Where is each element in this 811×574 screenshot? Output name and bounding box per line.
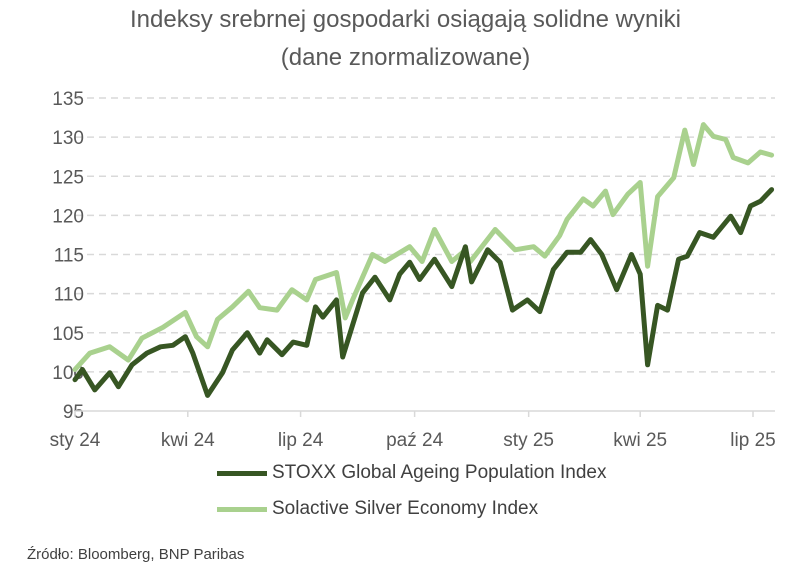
source-note: Źródło: Bloomberg, BNP Paribas xyxy=(27,546,245,563)
chart-title: Indeksy srebrnej gospodarki osiągają sol… xyxy=(130,6,681,33)
x-tick-label: sty 24 xyxy=(50,430,101,451)
y-tick-label: 115 xyxy=(54,246,84,267)
x-tick-label: kwi 25 xyxy=(613,430,667,451)
x-tick-label: lip 24 xyxy=(278,430,324,451)
legend-label-stoxx: STOXX Global Ageing Population Index xyxy=(272,462,607,483)
x-tick-label: sty 25 xyxy=(503,430,554,451)
y-tick-label: 125 xyxy=(52,167,84,188)
x-tick-label: paź 24 xyxy=(386,430,443,451)
legend-swatch-solactive xyxy=(217,506,267,512)
x-tick-label: kwi 24 xyxy=(161,430,215,451)
x-tick-label: lip 25 xyxy=(730,430,775,451)
y-tick-label: 105 xyxy=(52,324,84,345)
chart-subtitle: (dane znormalizowane) xyxy=(280,44,531,71)
legend-label-solactive: Solactive Silver Economy Index xyxy=(272,498,539,519)
legend-item-solactive: Solactive Silver Economy Index xyxy=(217,498,538,520)
y-tick-label: 120 xyxy=(52,206,84,227)
y-tick-label: 110 xyxy=(54,285,84,306)
y-tick-label: 130 xyxy=(52,128,84,149)
legend-item-stoxx: STOXX Global Ageing Population Index xyxy=(217,462,607,484)
y-tick-label: 135 xyxy=(52,89,84,110)
legend-swatch-stoxx xyxy=(217,470,267,476)
y-tick-label: 95 xyxy=(63,402,84,423)
series-line-solactive xyxy=(72,122,775,372)
series-line-stoxx xyxy=(72,187,775,398)
